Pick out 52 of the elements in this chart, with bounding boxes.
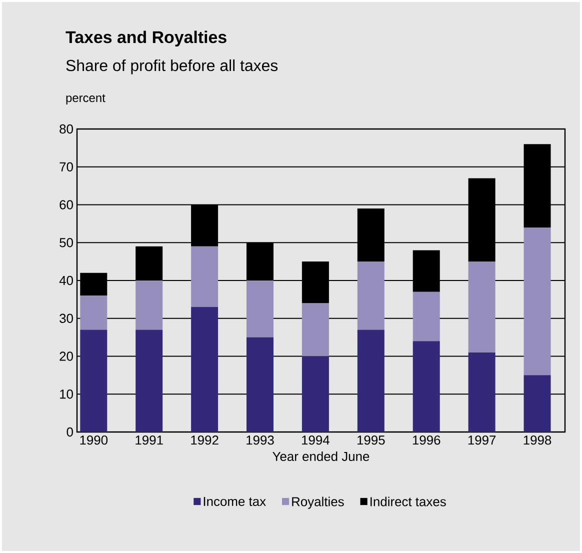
legend-label: Indirect taxes xyxy=(370,496,446,506)
bar xyxy=(412,292,440,342)
y-tick-label: 20 xyxy=(60,352,73,361)
bar xyxy=(136,330,163,432)
chart-subtitle: Share of profit before all taxes xyxy=(66,59,278,74)
y-tick-label: 10 xyxy=(60,390,73,399)
bar xyxy=(468,262,496,352)
x-tick-label: 1990 xyxy=(80,436,108,445)
bar xyxy=(468,352,496,432)
bar xyxy=(468,178,496,262)
legend-label: Royalties xyxy=(292,496,344,509)
bar xyxy=(357,262,384,330)
y-tick-label: 0 xyxy=(66,427,73,437)
bar xyxy=(80,272,108,296)
bar xyxy=(246,280,274,338)
bar xyxy=(246,242,274,280)
x-axis-title: Year ended June xyxy=(272,452,370,462)
bar xyxy=(191,246,218,307)
bar xyxy=(80,296,108,330)
bar xyxy=(136,246,163,280)
bar xyxy=(524,227,551,376)
bar xyxy=(302,356,329,432)
legend-label: Income tax xyxy=(204,497,266,506)
bar xyxy=(191,307,218,432)
x-tick-label: 1997 xyxy=(468,436,496,445)
bar xyxy=(191,204,218,246)
x-tick-label: 1993 xyxy=(246,436,274,445)
y-tick-label: 80 xyxy=(60,124,73,134)
bar xyxy=(80,330,108,432)
bar xyxy=(357,330,384,432)
x-tick-label: 1992 xyxy=(191,436,218,445)
bar xyxy=(302,303,329,356)
y-tick-label: 40 xyxy=(59,276,73,286)
y-tick-label: 30 xyxy=(60,314,73,323)
y-axis-title: percent xyxy=(66,94,106,104)
bar xyxy=(136,280,163,330)
bar xyxy=(524,375,551,432)
x-tick-label: 1996 xyxy=(412,436,440,445)
x-tick-label: 1991 xyxy=(136,436,163,445)
x-tick-label: 1995 xyxy=(357,436,385,445)
x-tick-label: 1998 xyxy=(524,436,552,445)
bar xyxy=(246,337,274,432)
y-tick-label: 50 xyxy=(60,238,73,248)
y-tick-label: 70 xyxy=(60,162,73,172)
bar xyxy=(357,208,384,262)
bar xyxy=(302,262,329,304)
y-tick-label: 60 xyxy=(60,200,73,210)
chart-title: Taxes and Royalties xyxy=(66,30,226,47)
bar xyxy=(412,250,440,292)
x-tick-label: 1994 xyxy=(302,436,330,445)
bar xyxy=(524,144,551,228)
bar xyxy=(412,341,440,432)
